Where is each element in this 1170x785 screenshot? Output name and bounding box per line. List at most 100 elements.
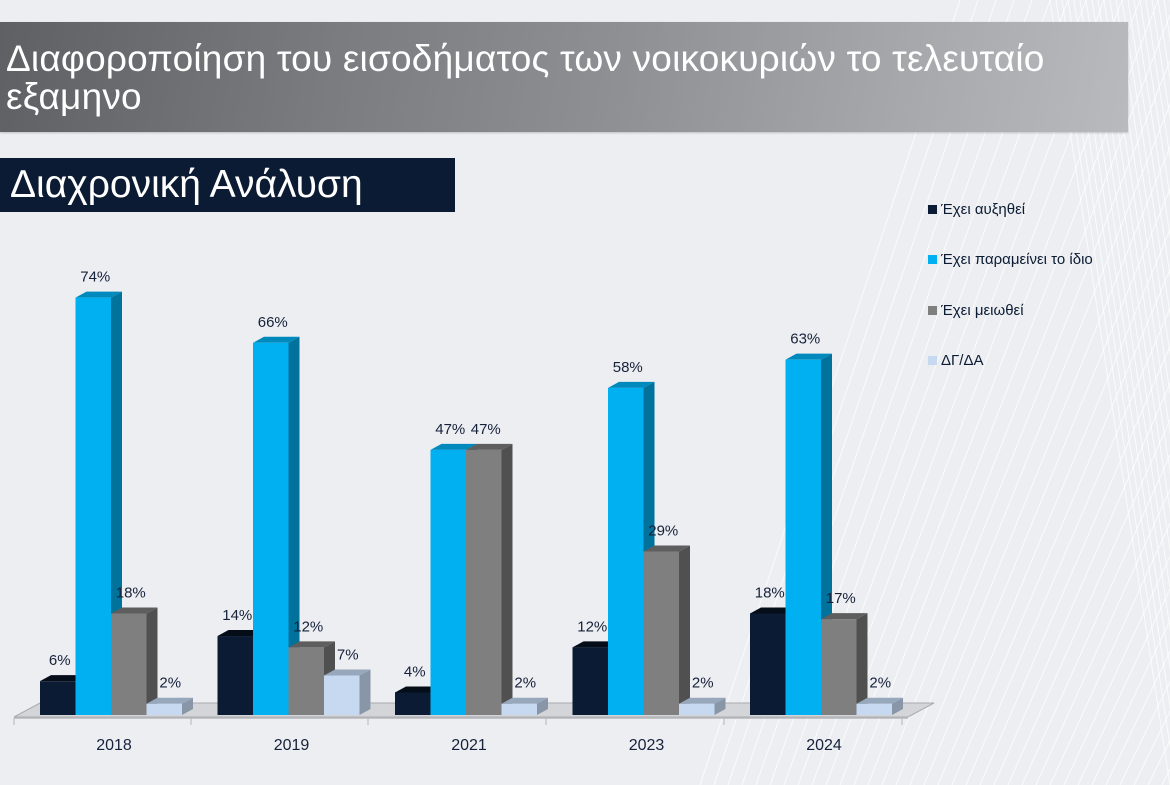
bar-front (146, 703, 182, 715)
bg-line (909, 145, 1170, 785)
category-label: 2023 (629, 737, 665, 754)
data-label: 58% (613, 359, 643, 376)
data-label: 7% (337, 647, 359, 664)
bar-top (608, 381, 655, 388)
legend-item-dk-na: ΔΓ/ΔΑ (928, 349, 983, 371)
bar-top (40, 675, 87, 682)
bar-top (643, 545, 690, 552)
bar-side (856, 613, 868, 715)
data-label: 2% (514, 675, 536, 692)
bar-front (395, 692, 431, 715)
data-label: 17% (826, 590, 856, 607)
bg-line (1109, 0, 1170, 396)
bar (111, 607, 158, 715)
bar (466, 443, 513, 715)
data-label: 6% (49, 652, 71, 669)
legend-item-decreased: Έχει μειωθεί (928, 299, 1024, 321)
bg-line (1035, 488, 1170, 785)
bar-side (288, 336, 300, 715)
bg-line (923, 187, 1170, 785)
bg-line (937, 228, 1170, 785)
bar-front (643, 551, 679, 715)
title-band (0, 22, 1128, 132)
bar-front (430, 449, 466, 715)
bg-line (1049, 522, 1170, 785)
bar-side (714, 697, 726, 715)
data-label: 2% (159, 675, 181, 692)
bg-line (1063, 555, 1170, 785)
bar-front (111, 613, 147, 715)
legend-item-increased: Έχει αυξηθεί (928, 198, 1025, 220)
bar-top (253, 336, 300, 343)
bar-front (856, 703, 892, 715)
bg-line (1007, 418, 1170, 785)
bar-side (537, 697, 548, 715)
bar-front (821, 619, 857, 715)
bar-side (146, 607, 158, 715)
bar-front (608, 387, 644, 715)
legend-item-same: Έχει παραμείνει το ίδιο (928, 248, 1093, 270)
data-label: 12% (577, 618, 607, 635)
bar-top (324, 669, 371, 676)
bg-line (1127, 0, 1170, 279)
data-label: 47% (435, 421, 465, 438)
bg-line (1105, 650, 1170, 785)
bar-top (821, 613, 868, 620)
bar-top (679, 697, 726, 704)
bar-top (785, 353, 832, 360)
bar-top (111, 607, 158, 614)
bar-top (288, 641, 335, 648)
bar-top (572, 641, 619, 648)
bg-line (895, 102, 1170, 785)
bar-top (430, 443, 477, 450)
bar-side (359, 669, 371, 715)
subtitle-box (0, 158, 455, 212)
bar-front (679, 703, 715, 715)
bar-top (75, 291, 122, 298)
data-label: 2% (692, 675, 714, 692)
bar (501, 697, 548, 715)
data-label: 18% (116, 584, 146, 601)
bar (324, 669, 371, 715)
bar (146, 697, 193, 715)
category-label: 2024 (806, 737, 842, 754)
bar (821, 613, 868, 715)
data-label: 47% (471, 421, 501, 438)
bar-side (501, 443, 513, 715)
bg-line (951, 268, 1170, 785)
bar (679, 697, 726, 715)
bar-front (750, 613, 786, 715)
data-label: 74% (80, 269, 110, 286)
data-label: 29% (648, 522, 678, 539)
bar-side (892, 697, 903, 715)
bar-top (395, 686, 442, 693)
category-label: 2018 (96, 737, 132, 754)
data-label: 2% (869, 675, 891, 692)
bg-line (1133, 0, 1170, 239)
category-label: 2019 (274, 737, 310, 754)
bar-top (856, 697, 903, 704)
bar-top (217, 630, 264, 637)
bg-line (993, 382, 1170, 785)
bar-front (501, 703, 537, 715)
legend-label-same: Έχει παραμείνει το ίδιο (941, 250, 1093, 268)
bar (856, 697, 903, 715)
bar-front (572, 647, 608, 715)
legend-label-decreased: Έχει μειωθεί (941, 301, 1024, 319)
data-label: 18% (755, 584, 785, 601)
bg-line (1091, 619, 1170, 785)
data-label: 12% (293, 618, 323, 635)
bar-top (146, 697, 193, 704)
bar-front (466, 449, 502, 715)
bar (253, 336, 300, 715)
category-label: 2021 (451, 737, 487, 754)
bar-front (217, 636, 253, 715)
bg-line (1021, 453, 1170, 785)
bar-front (288, 647, 324, 715)
bar-top (501, 697, 548, 704)
bg-line (1121, 0, 1170, 318)
bar (75, 291, 122, 715)
section-subtitle: Διαχρονική Ανάλυση (10, 163, 363, 206)
page-title: Διαφοροποίηση του εισοδήματος των νοικοκ… (6, 38, 1045, 117)
data-label: 66% (258, 314, 288, 331)
